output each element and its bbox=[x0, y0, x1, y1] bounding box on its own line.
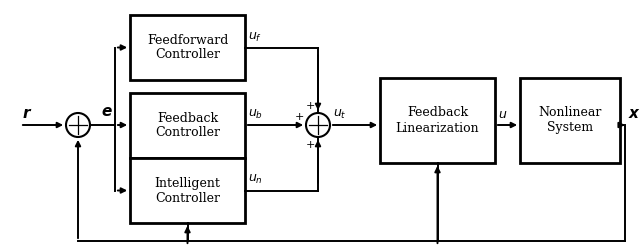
Circle shape bbox=[66, 113, 90, 137]
Text: $+$: $+$ bbox=[68, 111, 78, 122]
Text: $+$: $+$ bbox=[294, 111, 304, 122]
Text: Feedforward
Controller: Feedforward Controller bbox=[147, 33, 228, 62]
Text: $u_n$: $u_n$ bbox=[248, 173, 263, 186]
Circle shape bbox=[306, 113, 330, 137]
Bar bbox=[520, 78, 620, 163]
Text: $-$: $-$ bbox=[68, 127, 78, 137]
Text: Intelligent
Controller: Intelligent Controller bbox=[155, 177, 220, 205]
Text: Feedback
Linearization: Feedback Linearization bbox=[396, 106, 479, 134]
Bar bbox=[380, 78, 495, 163]
Text: $+$: $+$ bbox=[305, 139, 315, 150]
Text: Feedback
Controller: Feedback Controller bbox=[155, 112, 220, 139]
Text: $u_f$: $u_f$ bbox=[248, 31, 262, 43]
Text: $u_b$: $u_b$ bbox=[248, 108, 263, 121]
Text: $\boldsymbol{e}$: $\boldsymbol{e}$ bbox=[101, 105, 113, 119]
Text: $u$: $u$ bbox=[498, 108, 508, 121]
Text: $+$: $+$ bbox=[305, 100, 315, 111]
Text: $\boldsymbol{r}$: $\boldsymbol{r}$ bbox=[22, 107, 32, 121]
Bar bbox=[130, 158, 245, 223]
Text: Nonlinear
System: Nonlinear System bbox=[538, 106, 602, 134]
Bar bbox=[130, 15, 245, 80]
Text: $\boldsymbol{x}$: $\boldsymbol{x}$ bbox=[628, 107, 640, 121]
Bar bbox=[130, 93, 245, 158]
Text: $u_t$: $u_t$ bbox=[333, 108, 347, 121]
